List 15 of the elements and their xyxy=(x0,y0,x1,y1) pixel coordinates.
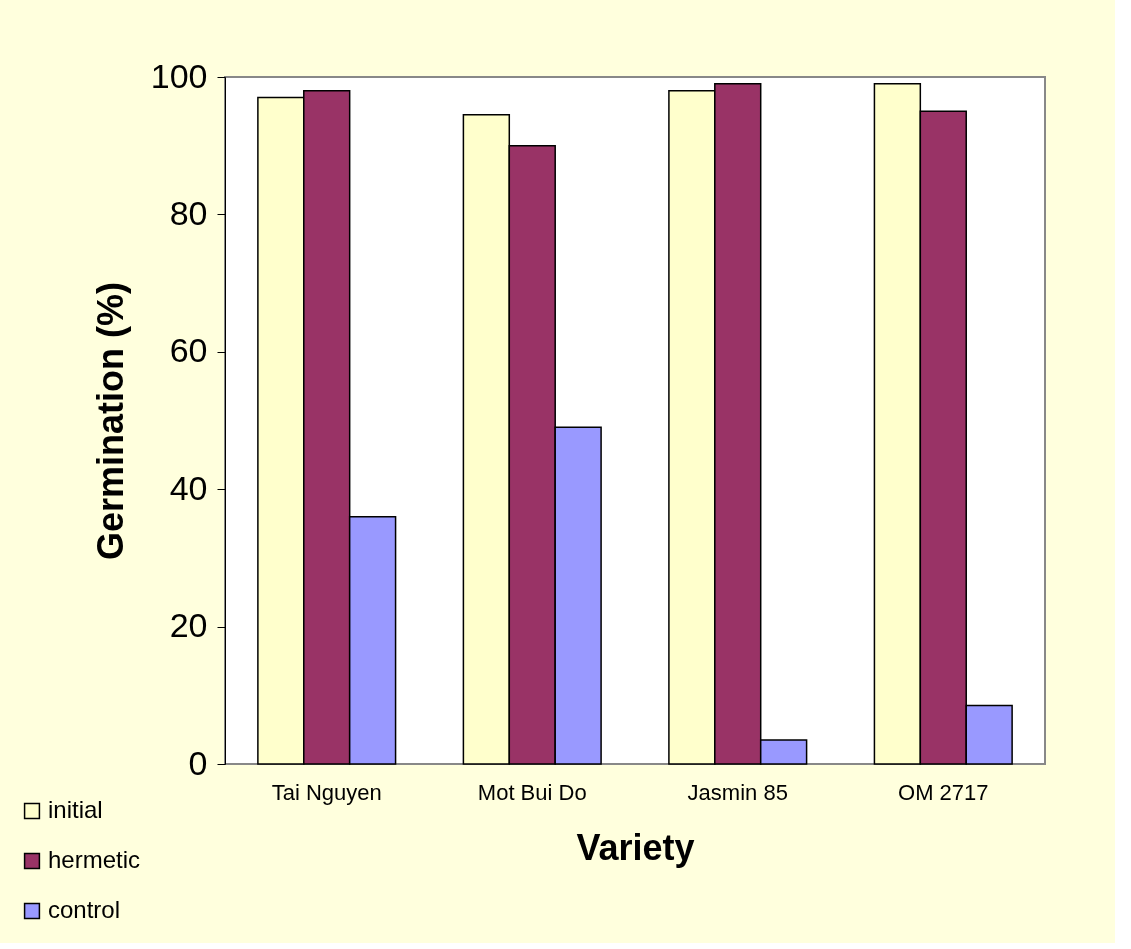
y-axis-title: Germination (%) xyxy=(89,281,131,561)
y-tick-label: 80 xyxy=(169,193,208,232)
x-axis-title: Variety xyxy=(576,826,695,868)
x-tick-label: Tai Nguyen xyxy=(271,779,382,805)
y-tick-label: 40 xyxy=(169,468,208,507)
y-tick-label: 0 xyxy=(188,743,208,782)
y-tick-label: 60 xyxy=(169,331,208,370)
y-tick-label: 20 xyxy=(169,606,208,645)
legend-label: control xyxy=(48,896,121,923)
legend-label: initial xyxy=(48,796,103,823)
x-tick-label: Jasmin 85 xyxy=(687,779,788,805)
x-tick-label: OM 2717 xyxy=(898,779,989,805)
y-tick-label: 100 xyxy=(150,56,208,95)
legend-label: hermetic xyxy=(48,846,141,873)
x-tick-label: Mot Bui Do xyxy=(477,779,587,805)
